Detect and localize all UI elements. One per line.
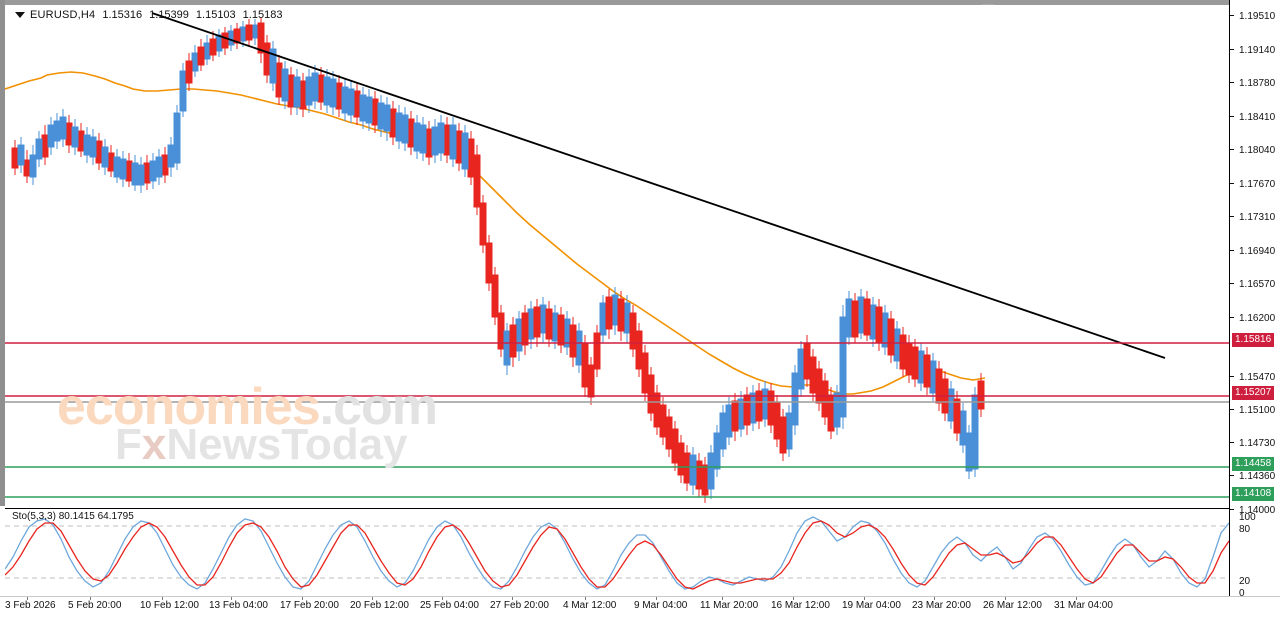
time-axis-label: 31 Mar 04:00 (1054, 600, 1113, 611)
time-tick (934, 597, 935, 600)
time-axis-label: 16 Mar 12:00 (771, 600, 830, 611)
stochastic-label: Sto(5,3,3) 80.1415 64.1795 (12, 511, 134, 522)
time-tick (585, 597, 586, 600)
moving-average-line (5, 71, 986, 395)
time-axis-label: 23 Mar 20:00 (912, 600, 971, 611)
time-axis-label: 13 Feb 04:00 (209, 600, 268, 611)
price-axis-label: 1.18040 (1239, 145, 1276, 156)
price-axis-label: 1.19510 (1239, 11, 1276, 22)
price-tick (1230, 149, 1234, 150)
stoch-d-line (5, 520, 1229, 590)
time-tick (162, 597, 163, 600)
price-chart-svg (5, 12, 1229, 503)
time-axis-label: 20 Feb 12:00 (350, 600, 409, 611)
time-axis-label: 11 Mar 20:00 (700, 600, 759, 611)
stoch-k-line (5, 516, 1229, 590)
price-tick (1230, 376, 1234, 377)
price-axis-label: 1.15100 (1239, 405, 1276, 416)
price-axis-label: 1.18410 (1239, 112, 1276, 123)
time-tick (302, 597, 303, 600)
stochastic-axis-label: 100 (1239, 512, 1256, 523)
price-axis-label: 1.17310 (1239, 212, 1276, 223)
stochastic-axis-label: 80 (1239, 524, 1251, 535)
time-axis-label: 27 Feb 20:00 (490, 600, 549, 611)
price-badge-support[interactable]: 1.14108 (1232, 487, 1275, 501)
price-axis-label: 1.16940 (1239, 246, 1276, 257)
price-tick (1230, 409, 1234, 410)
price-tick (1230, 442, 1234, 443)
time-axis-label: 4 Mar 12:00 (563, 600, 617, 611)
price-badge-support[interactable]: 1.14458 (1232, 457, 1275, 471)
quote-close: 1.15183 (242, 9, 283, 21)
time-tick (1005, 597, 1006, 600)
time-tick (722, 597, 723, 600)
price-tick (1230, 183, 1234, 184)
time-axis-label: 17 Feb 20:00 (280, 600, 339, 611)
price-tick (1230, 250, 1234, 251)
price-tick (1230, 15, 1234, 16)
price-tick (1230, 509, 1234, 510)
time-axis-label: 9 Mar 04:00 (634, 600, 688, 611)
time-tick (1076, 597, 1077, 600)
stochastic-pane[interactable]: Sto(5,3,3) 80.1415 64.1795 (5, 508, 1229, 598)
quote-open: 1.15316 (102, 9, 143, 21)
price-tick (1230, 116, 1234, 117)
price-axis[interactable]: 1.19510 1.19140 1.18780 1.18410 1.18040 1.176… (1229, 0, 1280, 599)
price-tick (1230, 216, 1234, 217)
time-axis[interactable]: 3 Feb 2026 5 Feb 20:00 10 Feb 12:00 13 Feb … (0, 596, 1280, 617)
triangle-down-icon[interactable] (15, 12, 25, 19)
price-chart-pane[interactable]: economies.com FxNewsToday (5, 5, 1229, 506)
price-axis-label: 1.14730 (1239, 438, 1276, 449)
quote-high: 1.15399 (149, 9, 189, 21)
time-tick (27, 597, 28, 600)
price-badge-resistance[interactable]: 1.15207 (1232, 386, 1275, 400)
stochastic-svg (5, 516, 1229, 590)
horizontal-scrollbar[interactable] (0, 0, 1229, 5)
price-axis-label: 1.15470 (1239, 372, 1276, 383)
price-axis-label: 1.19140 (1239, 45, 1276, 56)
stochastic-axis-label: 20 (1239, 576, 1251, 587)
time-axis-label: 26 Mar 12:00 (983, 600, 1042, 611)
price-axis-label: 1.14000 (1239, 505, 1276, 516)
price-axis-label: 1.16570 (1239, 279, 1276, 290)
time-axis-label: 5 Feb 20:00 (68, 600, 122, 611)
quote-low: 1.15103 (195, 9, 236, 21)
time-axis-label: 10 Feb 12:00 (140, 600, 199, 611)
price-axis-label: 1.14360 (1239, 471, 1276, 482)
time-tick (656, 597, 657, 600)
price-tick (1230, 475, 1234, 476)
descending-trendline[interactable] (151, 12, 1166, 359)
time-tick (231, 597, 232, 600)
candlestick-series (11, 17, 985, 503)
price-axis-label: 1.16200 (1239, 313, 1276, 324)
price-axis-label: 1.17670 (1239, 179, 1276, 190)
price-badge-resistance[interactable]: 1.15816 (1232, 333, 1275, 347)
symbol-quote-bar: EURUSD,H4 1.15316 1.15399 1.15103 1.15183 (15, 9, 282, 21)
price-tick (1230, 49, 1234, 50)
price-tick (1230, 82, 1234, 83)
stochastic-axis-label: 0 (1239, 588, 1245, 599)
price-tick (1230, 317, 1234, 318)
time-tick (372, 597, 373, 600)
time-axis-label: 25 Feb 04:00 (420, 600, 479, 611)
time-tick (793, 597, 794, 600)
price-axis-label: 1.18780 (1239, 78, 1276, 89)
time-tick (512, 597, 513, 600)
time-tick (442, 597, 443, 600)
time-axis-label: 3 Feb 2026 (5, 600, 56, 611)
vertical-scrollbar[interactable] (0, 0, 5, 506)
time-tick (864, 597, 865, 600)
time-tick (90, 597, 91, 600)
price-tick (1230, 283, 1234, 284)
symbol-label: EURUSD,H4 (30, 9, 96, 21)
time-axis-label: 19 Mar 04:00 (842, 600, 901, 611)
